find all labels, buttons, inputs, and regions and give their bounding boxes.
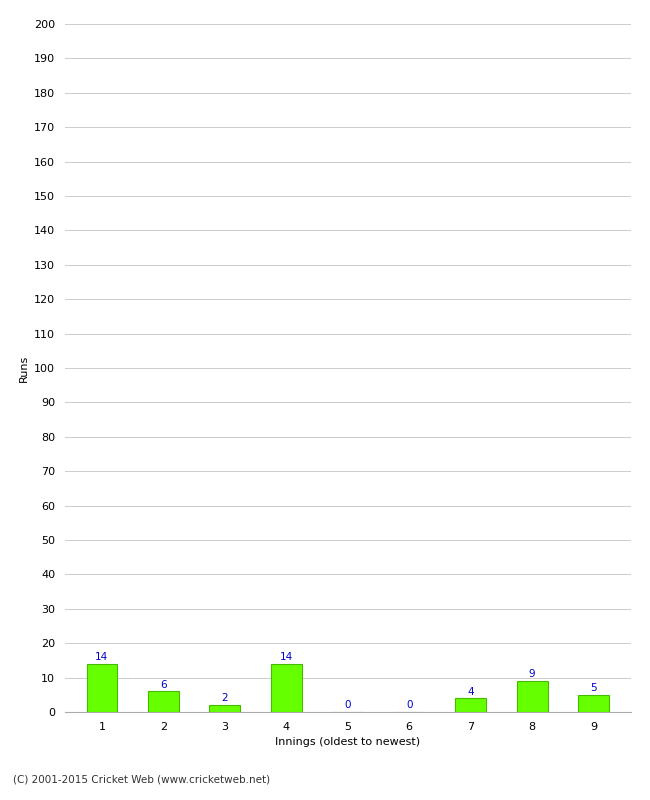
Bar (209, 705, 240, 712)
Bar (578, 694, 609, 712)
Text: 4: 4 (467, 686, 474, 697)
Text: 0: 0 (406, 700, 413, 710)
Bar (148, 691, 179, 712)
Text: 14: 14 (280, 652, 293, 662)
Text: 9: 9 (529, 670, 536, 679)
Text: 2: 2 (222, 694, 228, 703)
Text: 14: 14 (96, 652, 109, 662)
Text: (C) 2001-2015 Cricket Web (www.cricketweb.net): (C) 2001-2015 Cricket Web (www.cricketwe… (13, 774, 270, 784)
Bar (86, 664, 117, 712)
X-axis label: Innings (oldest to newest): Innings (oldest to newest) (275, 738, 421, 747)
Text: 6: 6 (160, 680, 166, 690)
Y-axis label: Runs: Runs (19, 354, 29, 382)
Bar (455, 698, 486, 712)
Text: 0: 0 (344, 700, 351, 710)
Bar (271, 664, 302, 712)
Bar (517, 681, 547, 712)
Text: 5: 5 (590, 683, 597, 693)
